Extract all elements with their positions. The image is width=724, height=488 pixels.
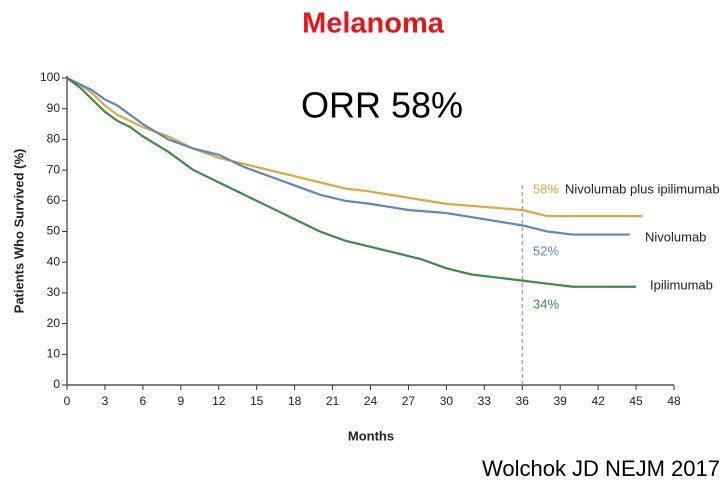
y-tick-label: 90 <box>47 101 61 115</box>
series-label: Nivolumab plus ipilimumab <box>565 181 720 196</box>
x-tick-label: 48 <box>667 394 681 408</box>
x-axis-label: Months <box>348 428 394 443</box>
rate-annotation: 34% <box>533 296 559 311</box>
survival-curve <box>66 77 637 288</box>
rate-annotation: 52% <box>533 243 559 258</box>
page-title: Melanoma <box>302 8 445 40</box>
survival-curve <box>66 77 630 236</box>
x-tick-label: 21 <box>326 394 340 408</box>
headline: ORR 58% <box>301 85 463 126</box>
y-axis-label: Patients Who Survived (%) <box>11 149 26 314</box>
y-tick-label: 30 <box>47 285 61 299</box>
x-tick-label: 45 <box>629 394 643 408</box>
x-tick-label: 18 <box>288 394 302 408</box>
x-tick-label: 33 <box>478 394 492 408</box>
y-tick-label: 40 <box>47 254 61 268</box>
y-tick-label: 10 <box>47 346 61 360</box>
y-tick-label: 0 <box>53 377 60 391</box>
y-tick-label: 80 <box>47 132 61 146</box>
citation: Wolchok JD NEJM 2017 <box>482 456 720 481</box>
rate-annotation: 58% <box>533 181 559 196</box>
x-tick-label: 9 <box>177 394 184 408</box>
x-tick-label: 24 <box>364 394 378 408</box>
x-tick-label: 42 <box>591 394 605 408</box>
series-label: Nivolumab <box>645 229 706 244</box>
x-tick-label: 30 <box>440 394 454 408</box>
x-tick-label: 36 <box>516 394 530 408</box>
x-tick-label: 0 <box>64 394 71 408</box>
x-tick-label: 3 <box>102 394 109 408</box>
survival-curve <box>66 77 643 218</box>
x-tick-label: 6 <box>140 394 147 408</box>
y-tick-label: 60 <box>47 193 61 207</box>
y-tick-label: 70 <box>47 162 61 176</box>
x-tick-label: 15 <box>250 394 264 408</box>
series-label: Ipilimumab <box>650 277 713 292</box>
y-tick-label: 100 <box>40 70 60 84</box>
x-tick-label: 39 <box>554 394 568 408</box>
x-tick-label: 27 <box>402 394 416 408</box>
x-tick-label: 12 <box>212 394 226 408</box>
y-tick-label: 20 <box>47 316 61 330</box>
y-tick-label: 50 <box>47 224 61 238</box>
